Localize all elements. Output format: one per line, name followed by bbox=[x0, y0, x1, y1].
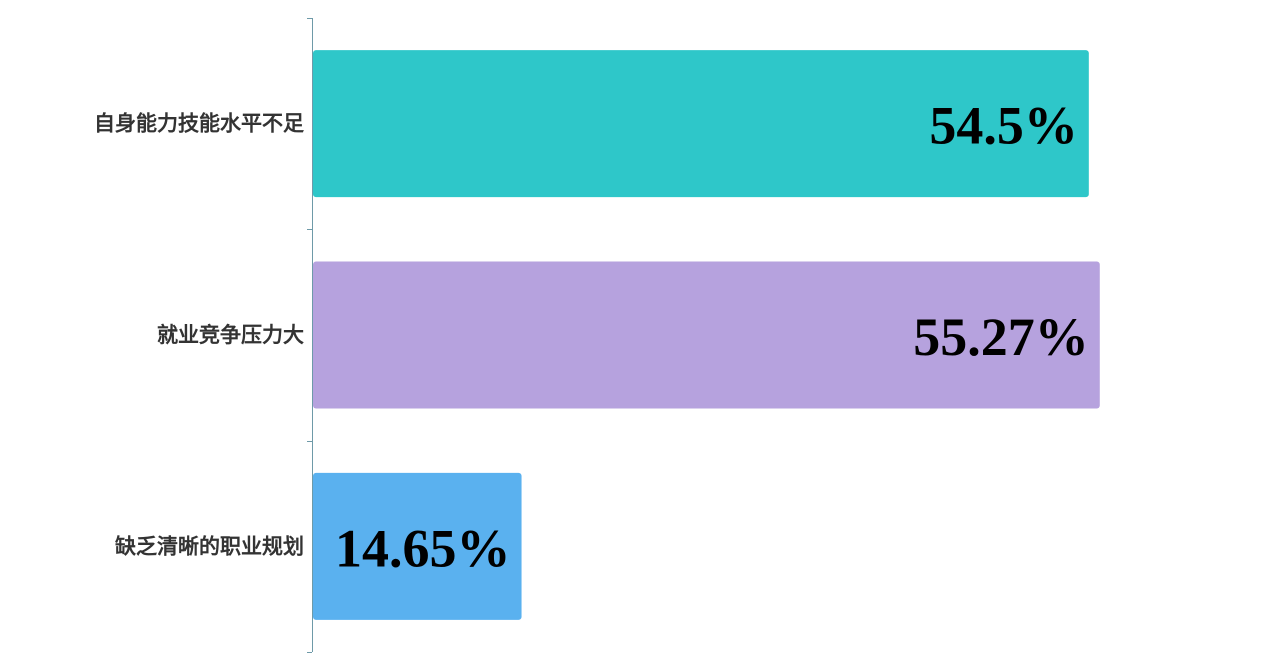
category-label: 就业竞争压力大 bbox=[157, 323, 304, 347]
bar bbox=[313, 50, 1089, 198]
bar bbox=[313, 472, 522, 620]
data-label: 55.27% bbox=[913, 307, 1089, 367]
bar bbox=[313, 261, 1100, 409]
data-label: 14.65% bbox=[335, 518, 511, 578]
category-label: 缺乏清晰的职业规划 bbox=[115, 534, 304, 558]
category-label: 自身能力技能水平不足 bbox=[94, 112, 304, 136]
data-label: 54.5% bbox=[929, 96, 1078, 156]
